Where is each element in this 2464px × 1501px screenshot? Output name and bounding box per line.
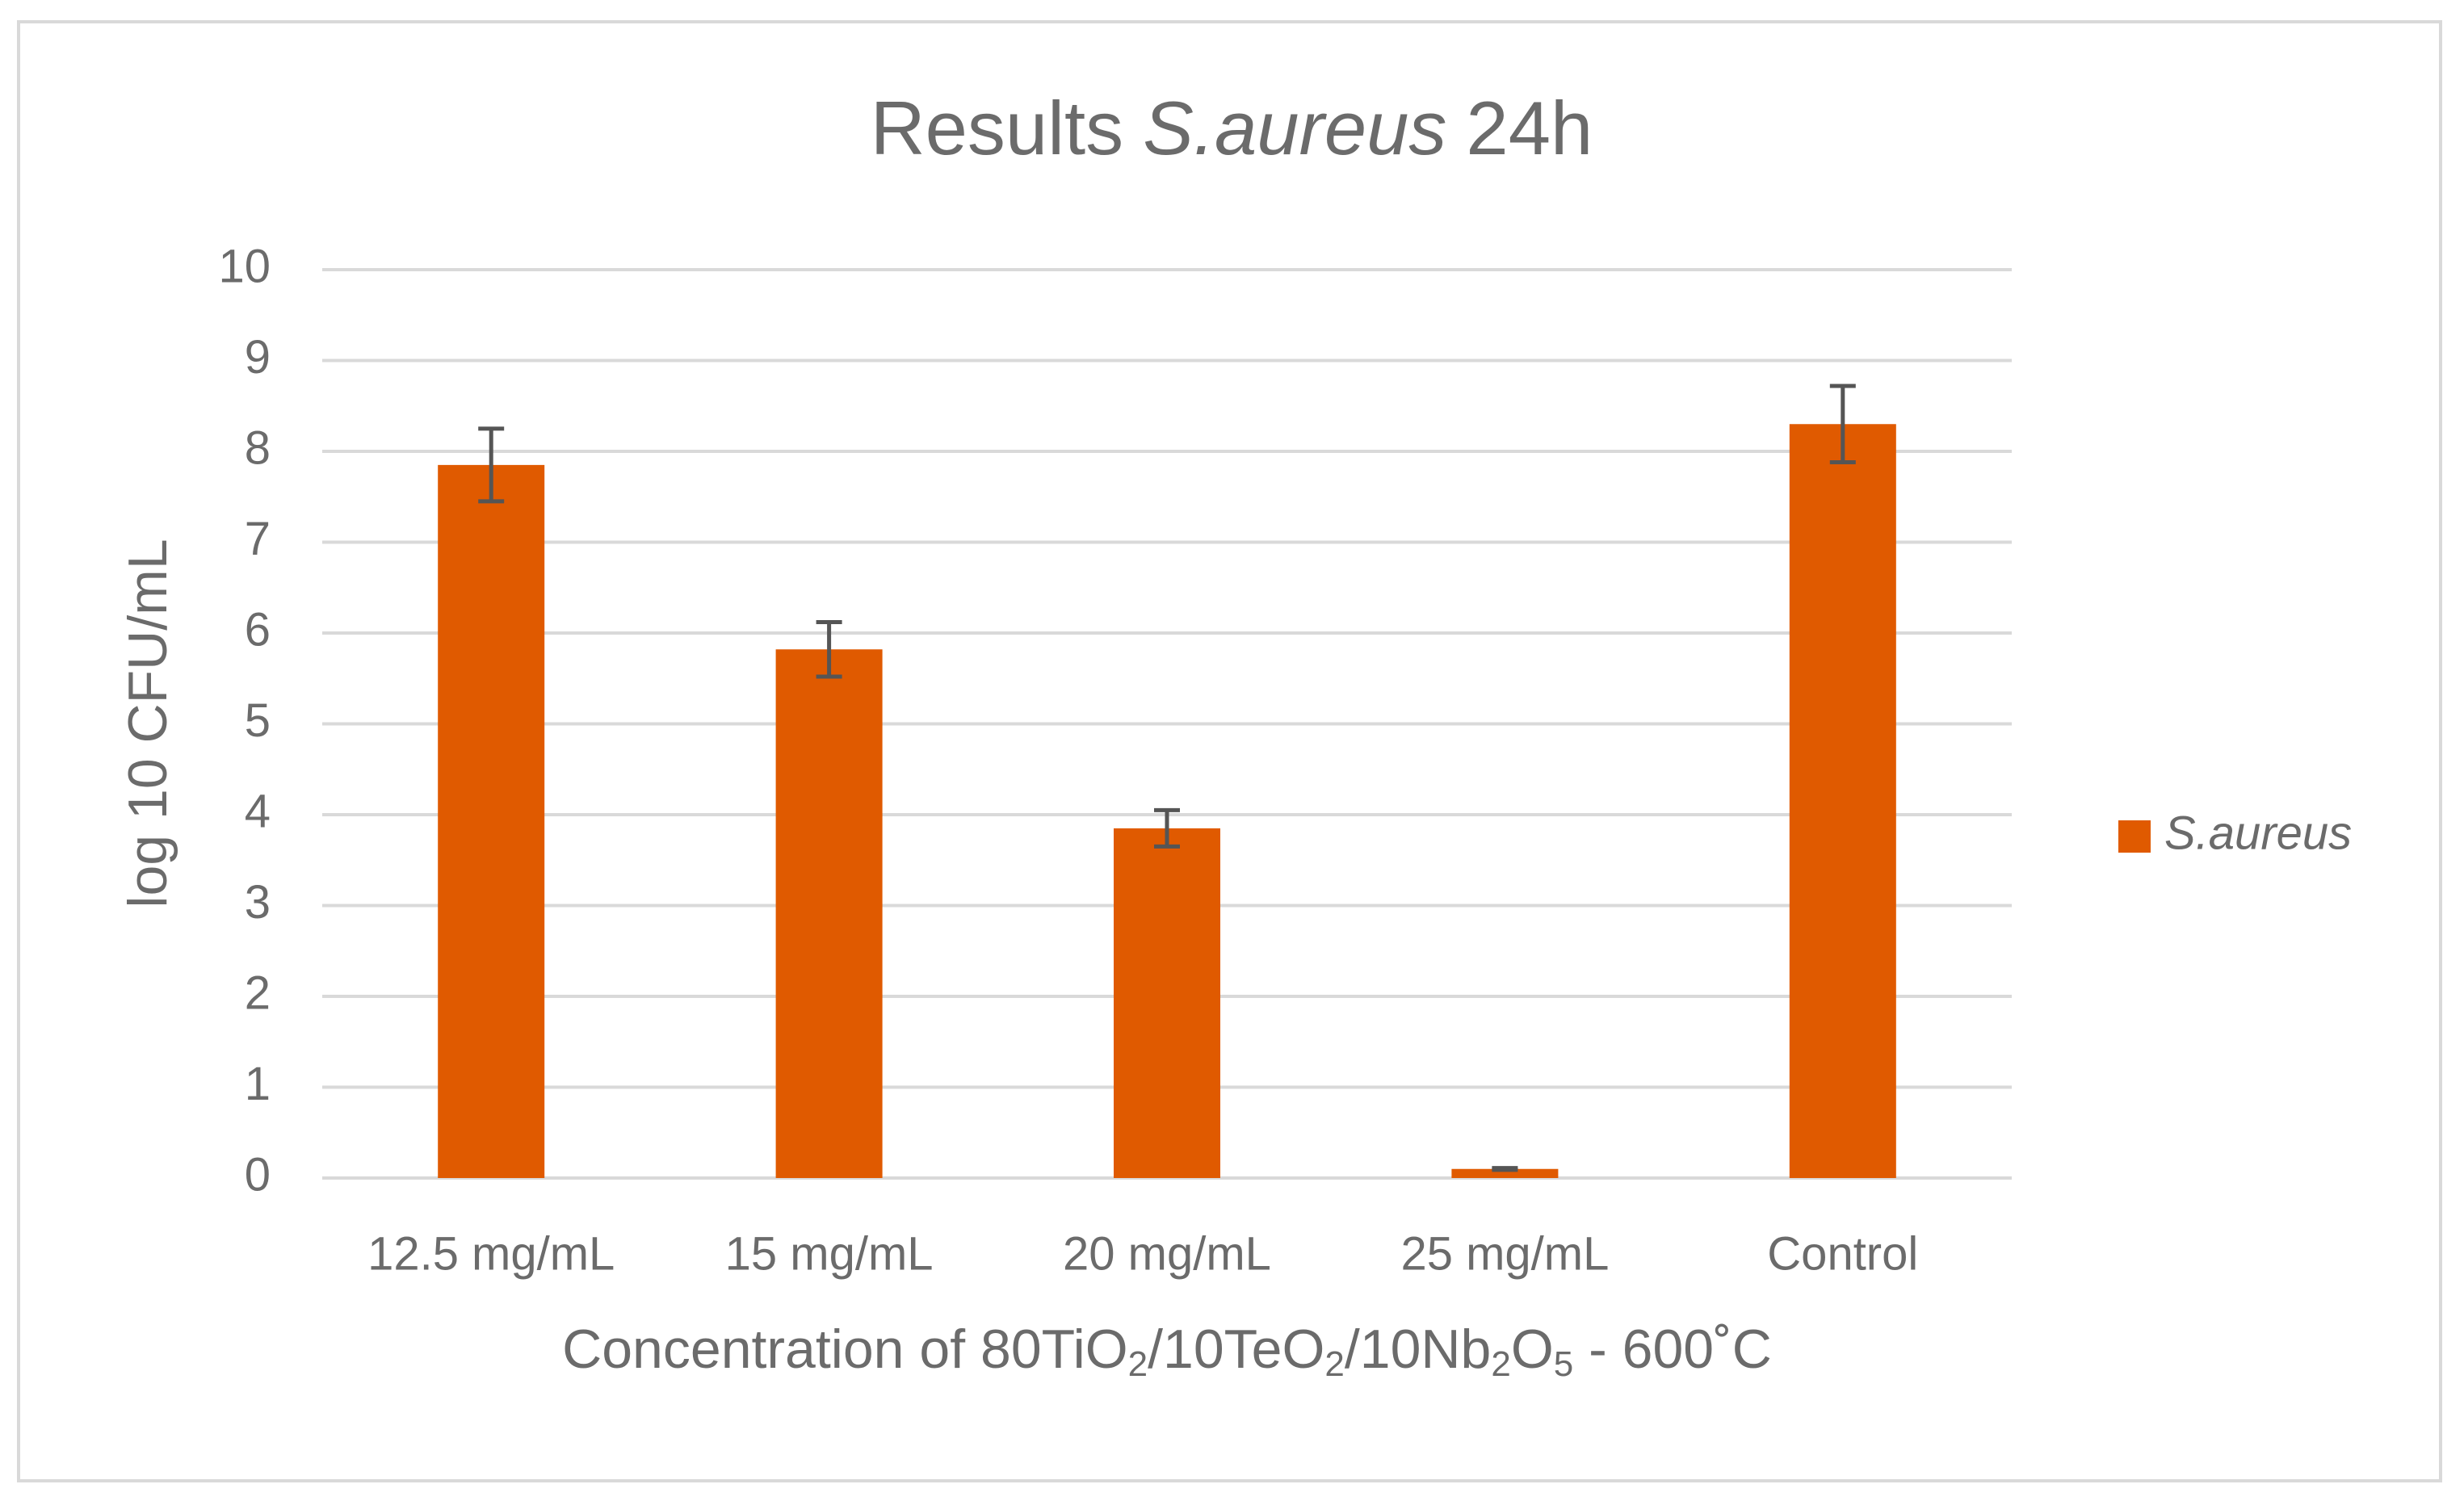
y-tick-label: 1 [245, 1058, 271, 1110]
bar [775, 649, 883, 1178]
y-tick-label: 10 [218, 240, 271, 292]
x-axis-label-part: O [1511, 1319, 1554, 1380]
x-axis-label: Concentration of 80TiO2/10TeO2/10Nb2O5 -… [562, 1319, 1772, 1384]
title-part: 24h [1466, 86, 1593, 170]
y-tick-label: 5 [245, 694, 271, 747]
error-bar [1829, 384, 1856, 464]
y-axis-label: log 10 CFU/mL [117, 539, 178, 908]
y-tick-label: 9 [245, 331, 271, 384]
x-axis-label-part: 2 [1128, 1344, 1148, 1384]
y-tick-label: 3 [245, 876, 271, 929]
x-axis-label-part: 2 [1324, 1344, 1344, 1384]
legend-swatch [2118, 820, 2151, 853]
x-tick-label: 25 mg/mL [1400, 1227, 1609, 1280]
y-tick-label: 0 [245, 1148, 271, 1201]
y-tick-label: 6 [245, 603, 271, 656]
chart-title: Results S.aureus 24h [871, 86, 1593, 170]
x-tick-label: Control [1767, 1227, 1918, 1280]
error-bar [478, 426, 505, 504]
x-axis-label-part: - 600˚C [1573, 1319, 1772, 1380]
bar [438, 464, 545, 1178]
y-tick-label: 4 [245, 785, 271, 837]
x-axis-label-part: /10TeO [1148, 1319, 1324, 1380]
y-tick-label: 2 [245, 966, 271, 1019]
x-axis-label-part: 5 [1554, 1344, 1573, 1384]
title-part: S.aureus [1143, 86, 1446, 170]
x-tick-label: 12.5 mg/mL [367, 1227, 615, 1280]
x-tick-label: 20 mg/mL [1063, 1227, 1271, 1280]
legend-label: S.aureus [2164, 807, 2352, 859]
bar [1789, 424, 1896, 1178]
y-tick-label: 7 [245, 513, 271, 565]
error-bar [1492, 1166, 1518, 1172]
x-tick-label: 15 mg/mL [725, 1227, 934, 1280]
title-part: Results [871, 86, 1123, 170]
error-bar [816, 620, 842, 679]
x-axis-label-part: Concentration of 80TiO [562, 1319, 1128, 1380]
x-axis-label-part: 2 [1491, 1344, 1510, 1384]
error-bar [1154, 807, 1180, 849]
x-axis-label-part: /10Nb [1345, 1319, 1491, 1380]
chart-border [17, 20, 2442, 1482]
y-tick-label: 8 [245, 421, 271, 474]
bar [1114, 828, 1220, 1178]
bar [1451, 1168, 1559, 1178]
